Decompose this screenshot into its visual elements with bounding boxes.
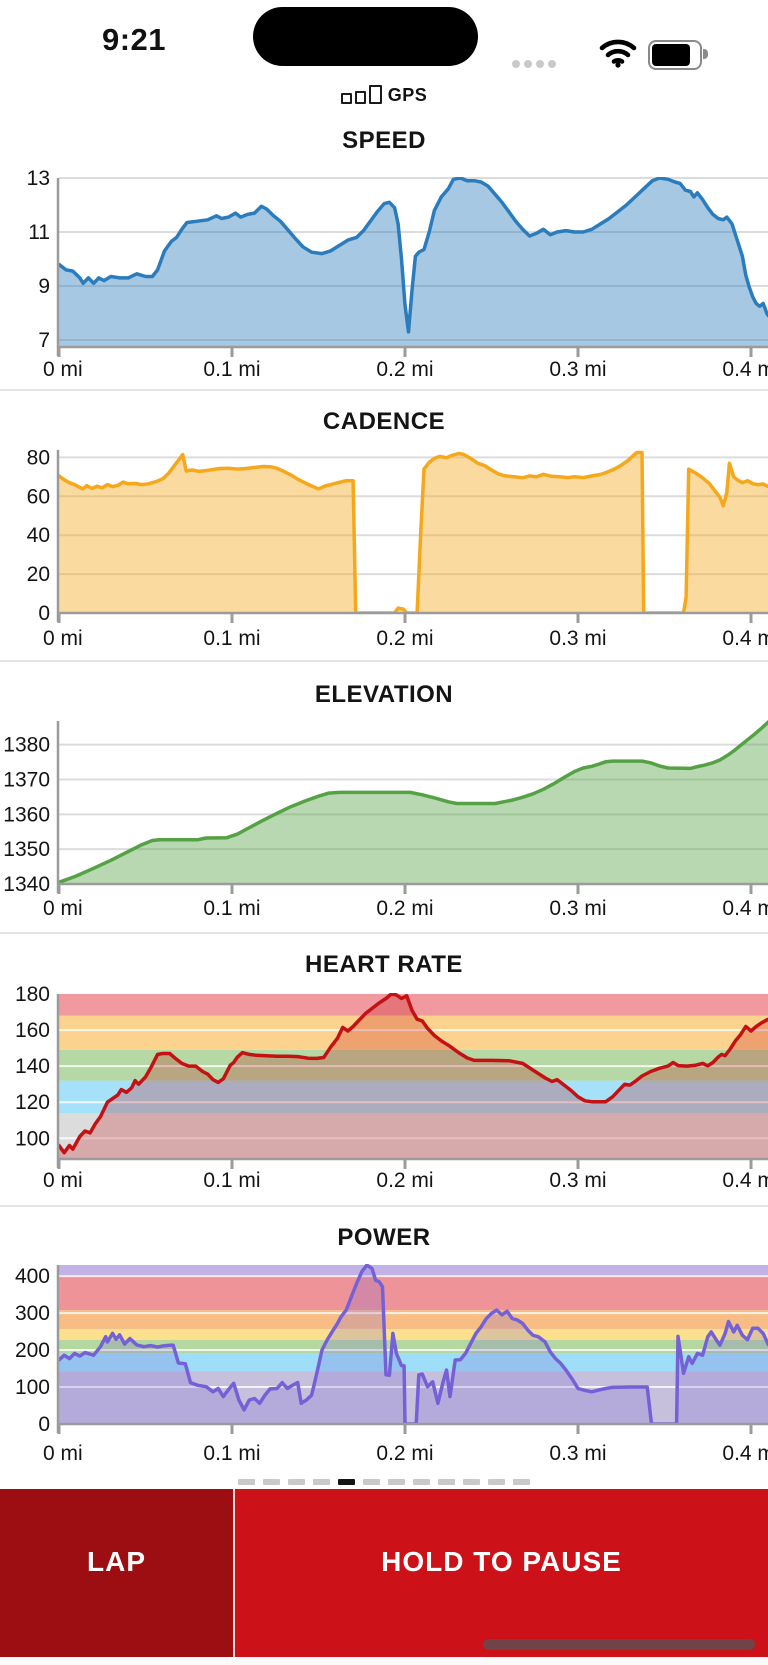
svg-text:1360: 1360 (3, 803, 50, 826)
svg-text:1370: 1370 (3, 769, 50, 792)
svg-text:1380: 1380 (3, 734, 50, 757)
status-bar: 9:21 GPS (0, 0, 768, 120)
svg-text:9: 9 (38, 275, 50, 298)
svg-text:0.3 mi: 0.3 mi (549, 358, 606, 381)
cadence-chart: CADENCE 0 20 40 60 80 0 mi 0.1 mi 0.2 mi 0.3 mi 0.… (0, 389, 768, 662)
chart-plot: 7 9 11 13 0 mi 0.1 mi 0.2 mi 0.3 mi 0.4 mi (27, 167, 768, 381)
lap-button[interactable]: LAP (0, 1489, 233, 1657)
svg-text:1340: 1340 (3, 873, 50, 896)
hold-to-pause-label: HOLD TO PAUSE (381, 1546, 622, 1577)
svg-text:0.1 mi: 0.1 mi (203, 627, 260, 650)
page-dot-active[interactable] (338, 1479, 355, 1485)
chart-title: POWER (337, 1224, 431, 1251)
cellular-dots-icon (512, 60, 556, 68)
svg-text:7: 7 (38, 329, 50, 352)
page-dot[interactable] (488, 1479, 505, 1485)
svg-text:180: 180 (15, 983, 50, 1006)
svg-text:0.1 mi: 0.1 mi (203, 1169, 260, 1192)
svg-text:100: 100 (15, 1127, 50, 1150)
clock-time: 9:21 (101, 22, 167, 57)
svg-text:0 mi: 0 mi (43, 1442, 83, 1465)
svg-text:0.1 mi: 0.1 mi (203, 358, 260, 381)
svg-text:1350: 1350 (3, 838, 50, 861)
svg-text:60: 60 (27, 485, 50, 508)
svg-text:0 mi: 0 mi (43, 897, 83, 920)
svg-text:400: 400 (15, 1265, 50, 1288)
page-dot[interactable] (288, 1479, 305, 1485)
svg-text:0.2 mi: 0.2 mi (376, 627, 433, 650)
page-dot[interactable] (238, 1479, 255, 1485)
chart-title: HEART RATE (305, 951, 463, 978)
page-dot[interactable] (313, 1479, 330, 1485)
page-dot[interactable] (513, 1479, 530, 1485)
svg-text:200: 200 (15, 1339, 50, 1362)
page-dot[interactable] (263, 1479, 280, 1485)
svg-text:0.2 mi: 0.2 mi (376, 358, 433, 381)
gps-label: GPS (387, 85, 428, 105)
home-indicator[interactable] (483, 1639, 755, 1650)
svg-text:0.3 mi: 0.3 mi (549, 1169, 606, 1192)
bottom-strip (0, 1657, 768, 1665)
svg-text:80: 80 (27, 446, 50, 469)
svg-text:40: 40 (27, 524, 50, 547)
speed-chart: SPEED 7 9 11 13 0 mi 0.1 mi 0.2 mi 0.3 mi 0.4 mi (0, 120, 768, 389)
svg-text:0 mi: 0 mi (43, 358, 83, 381)
elevation-chart: ELEVATION 1340 1350 1360 1370 1380 0 mi 0.1 mi 0… (0, 660, 768, 934)
svg-text:13: 13 (27, 167, 50, 190)
svg-text:11: 11 (28, 221, 50, 244)
footer-buttons: LAP HOLD TO PAUSE (0, 1489, 768, 1657)
battery-icon (648, 40, 708, 70)
svg-text:0 mi: 0 mi (43, 627, 83, 650)
svg-text:0.1 mi: 0.1 mi (203, 1442, 260, 1465)
page-dot[interactable] (463, 1479, 480, 1485)
chart-title: ELEVATION (314, 681, 454, 708)
svg-text:120: 120 (15, 1091, 50, 1114)
chart-plot: 0 100 200 300 400 0 mi 0.1 mi 0.2 mi 0.3 mi 0.4 m… (15, 1264, 768, 1465)
svg-text:0.4 mi: 0.4 mi (722, 1442, 768, 1465)
svg-text:0.4 mi: 0.4 mi (722, 358, 768, 381)
hold-to-pause-button[interactable]: HOLD TO PAUSE (233, 1489, 768, 1657)
page-indicator[interactable] (0, 1475, 768, 1489)
page-dot[interactable] (363, 1479, 380, 1485)
page-dot[interactable] (413, 1479, 430, 1485)
gps-signal-icon (340, 85, 382, 106)
svg-text:0.3 mi: 0.3 mi (549, 897, 606, 920)
dynamic-island (253, 7, 478, 66)
svg-text:20: 20 (27, 563, 50, 586)
svg-text:100: 100 (15, 1376, 50, 1399)
page-dot[interactable] (438, 1479, 455, 1485)
svg-text:0.4 mi: 0.4 mi (722, 627, 768, 650)
heart-rate-chart: HEART RATE 100 120 140 160 180 0 mi 0.1 mi 0.2 m… (0, 932, 768, 1207)
svg-text:0: 0 (38, 602, 50, 625)
chart-plot: 100 120 140 160 180 0 mi 0.1 mi 0.2 mi 0.3 mi 0.4… (15, 983, 768, 1192)
svg-text:0.3 mi: 0.3 mi (549, 627, 606, 650)
chart-title: SPEED (342, 127, 426, 154)
svg-text:140: 140 (15, 1055, 50, 1078)
wifi-icon (599, 38, 637, 73)
svg-text:0: 0 (38, 1413, 50, 1436)
svg-text:0.1 mi: 0.1 mi (203, 897, 260, 920)
svg-text:0.2 mi: 0.2 mi (376, 897, 433, 920)
svg-text:0.3 mi: 0.3 mi (549, 1442, 606, 1465)
chart-title: CADENCE (322, 408, 446, 435)
svg-text:160: 160 (15, 1019, 50, 1042)
svg-text:0.2 mi: 0.2 mi (376, 1442, 433, 1465)
chart-plot: 1340 1350 1360 1370 1380 0 mi 0.1 mi 0.2 mi 0.3 … (3, 720, 768, 920)
svg-text:0 mi: 0 mi (43, 1169, 83, 1192)
gps-status: GPS (0, 84, 768, 106)
chart-plot: 0 20 40 60 80 0 mi 0.1 mi 0.2 mi 0.3 mi 0.4 mi (27, 446, 768, 650)
svg-text:300: 300 (15, 1302, 50, 1325)
page-dot[interactable] (388, 1479, 405, 1485)
svg-text:0.4 mi: 0.4 mi (722, 897, 768, 920)
svg-text:0.4 mi: 0.4 mi (722, 1169, 768, 1192)
power-chart: POWER 0 100 200 300 400 0 mi 0.1 mi 0.2 mi 0.3 mi… (0, 1205, 768, 1477)
svg-text:0.2 mi: 0.2 mi (376, 1169, 433, 1192)
